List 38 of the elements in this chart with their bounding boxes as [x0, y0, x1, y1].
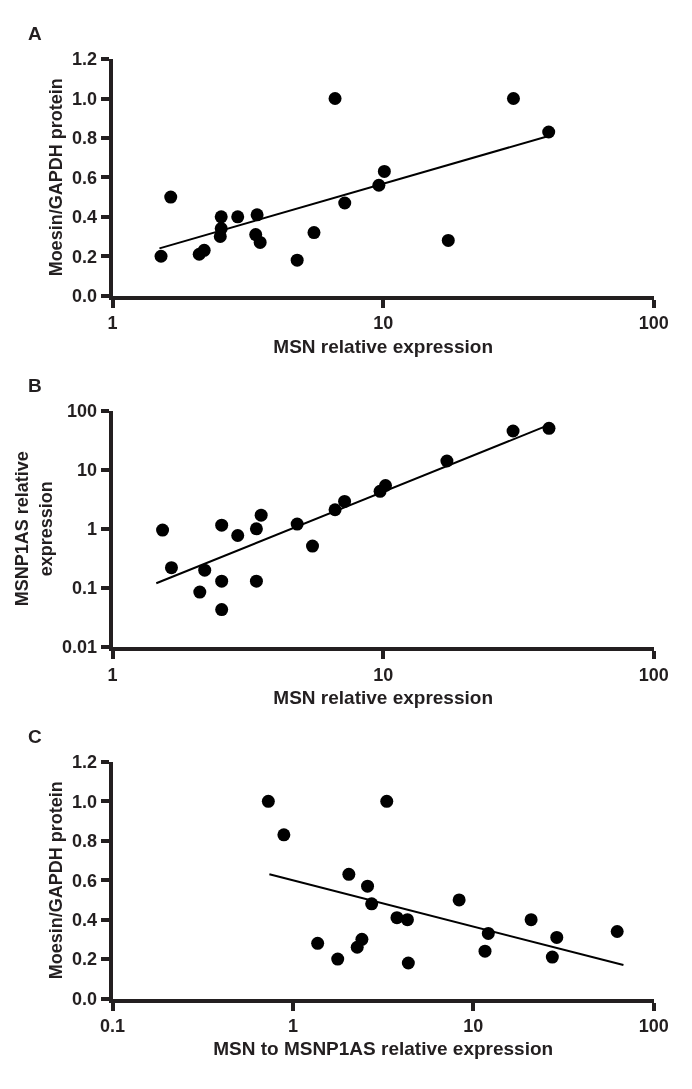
x-axis-title: MSN relative expression — [273, 335, 494, 357]
y-tick-label: 0.8 — [71, 128, 97, 149]
y-tick-label: 1.2 — [71, 752, 97, 773]
y-tick-label: 0.6 — [71, 167, 97, 188]
y-axis-title: Moesin/GAPDH protein — [45, 781, 66, 980]
x-axis-title: MSN to MSNP1AS relative expression — [213, 1038, 554, 1060]
y-tick-label: 0.2 — [71, 246, 97, 267]
x-tick-label: 10 — [463, 1016, 484, 1037]
y-tick-label: 1.0 — [71, 88, 97, 109]
y-tick-label: 0.2 — [71, 949, 97, 970]
y-tick-label: 0.01 — [61, 637, 97, 658]
y-tick-label: 0.8 — [71, 831, 97, 852]
x-axis-title: MSN relative expression — [273, 686, 494, 708]
x-tick-label: 10 — [373, 313, 394, 334]
y-tick-label: 1.0 — [71, 791, 97, 812]
y-tick-label: 1 — [86, 519, 97, 540]
chart-title: B — [28, 375, 42, 396]
x-tick-label: 1 — [107, 313, 118, 334]
y-tick-label: 0.4 — [71, 207, 97, 228]
x-tick-label: 100 — [638, 664, 669, 685]
y-tick-label: 0.1 — [71, 578, 97, 599]
x-tick-label: 100 — [638, 313, 669, 334]
y-tick-label: 100 — [66, 400, 97, 421]
x-tick-label: 100 — [638, 1016, 669, 1037]
x-tick-label: 1 — [287, 1016, 298, 1037]
y-tick-label: 0.6 — [71, 870, 97, 891]
y-tick-label: 1.2 — [71, 49, 97, 70]
x-tick-label: 1 — [107, 664, 118, 685]
y-tick-label: 0.0 — [71, 285, 97, 306]
y-tick-label: 0.4 — [71, 909, 97, 930]
y-tick-label: 0.0 — [71, 988, 97, 1009]
y-axis-title: MSNP1AS relative expression — [12, 451, 56, 607]
chart-title: C — [28, 726, 42, 747]
chart-title: A — [28, 23, 42, 44]
x-tick-label: 0.1 — [100, 1016, 126, 1037]
x-tick-label: 10 — [373, 664, 394, 685]
y-tick-label: 10 — [76, 459, 97, 480]
y-axis-title: Moesin/GAPDH protein — [45, 78, 66, 277]
